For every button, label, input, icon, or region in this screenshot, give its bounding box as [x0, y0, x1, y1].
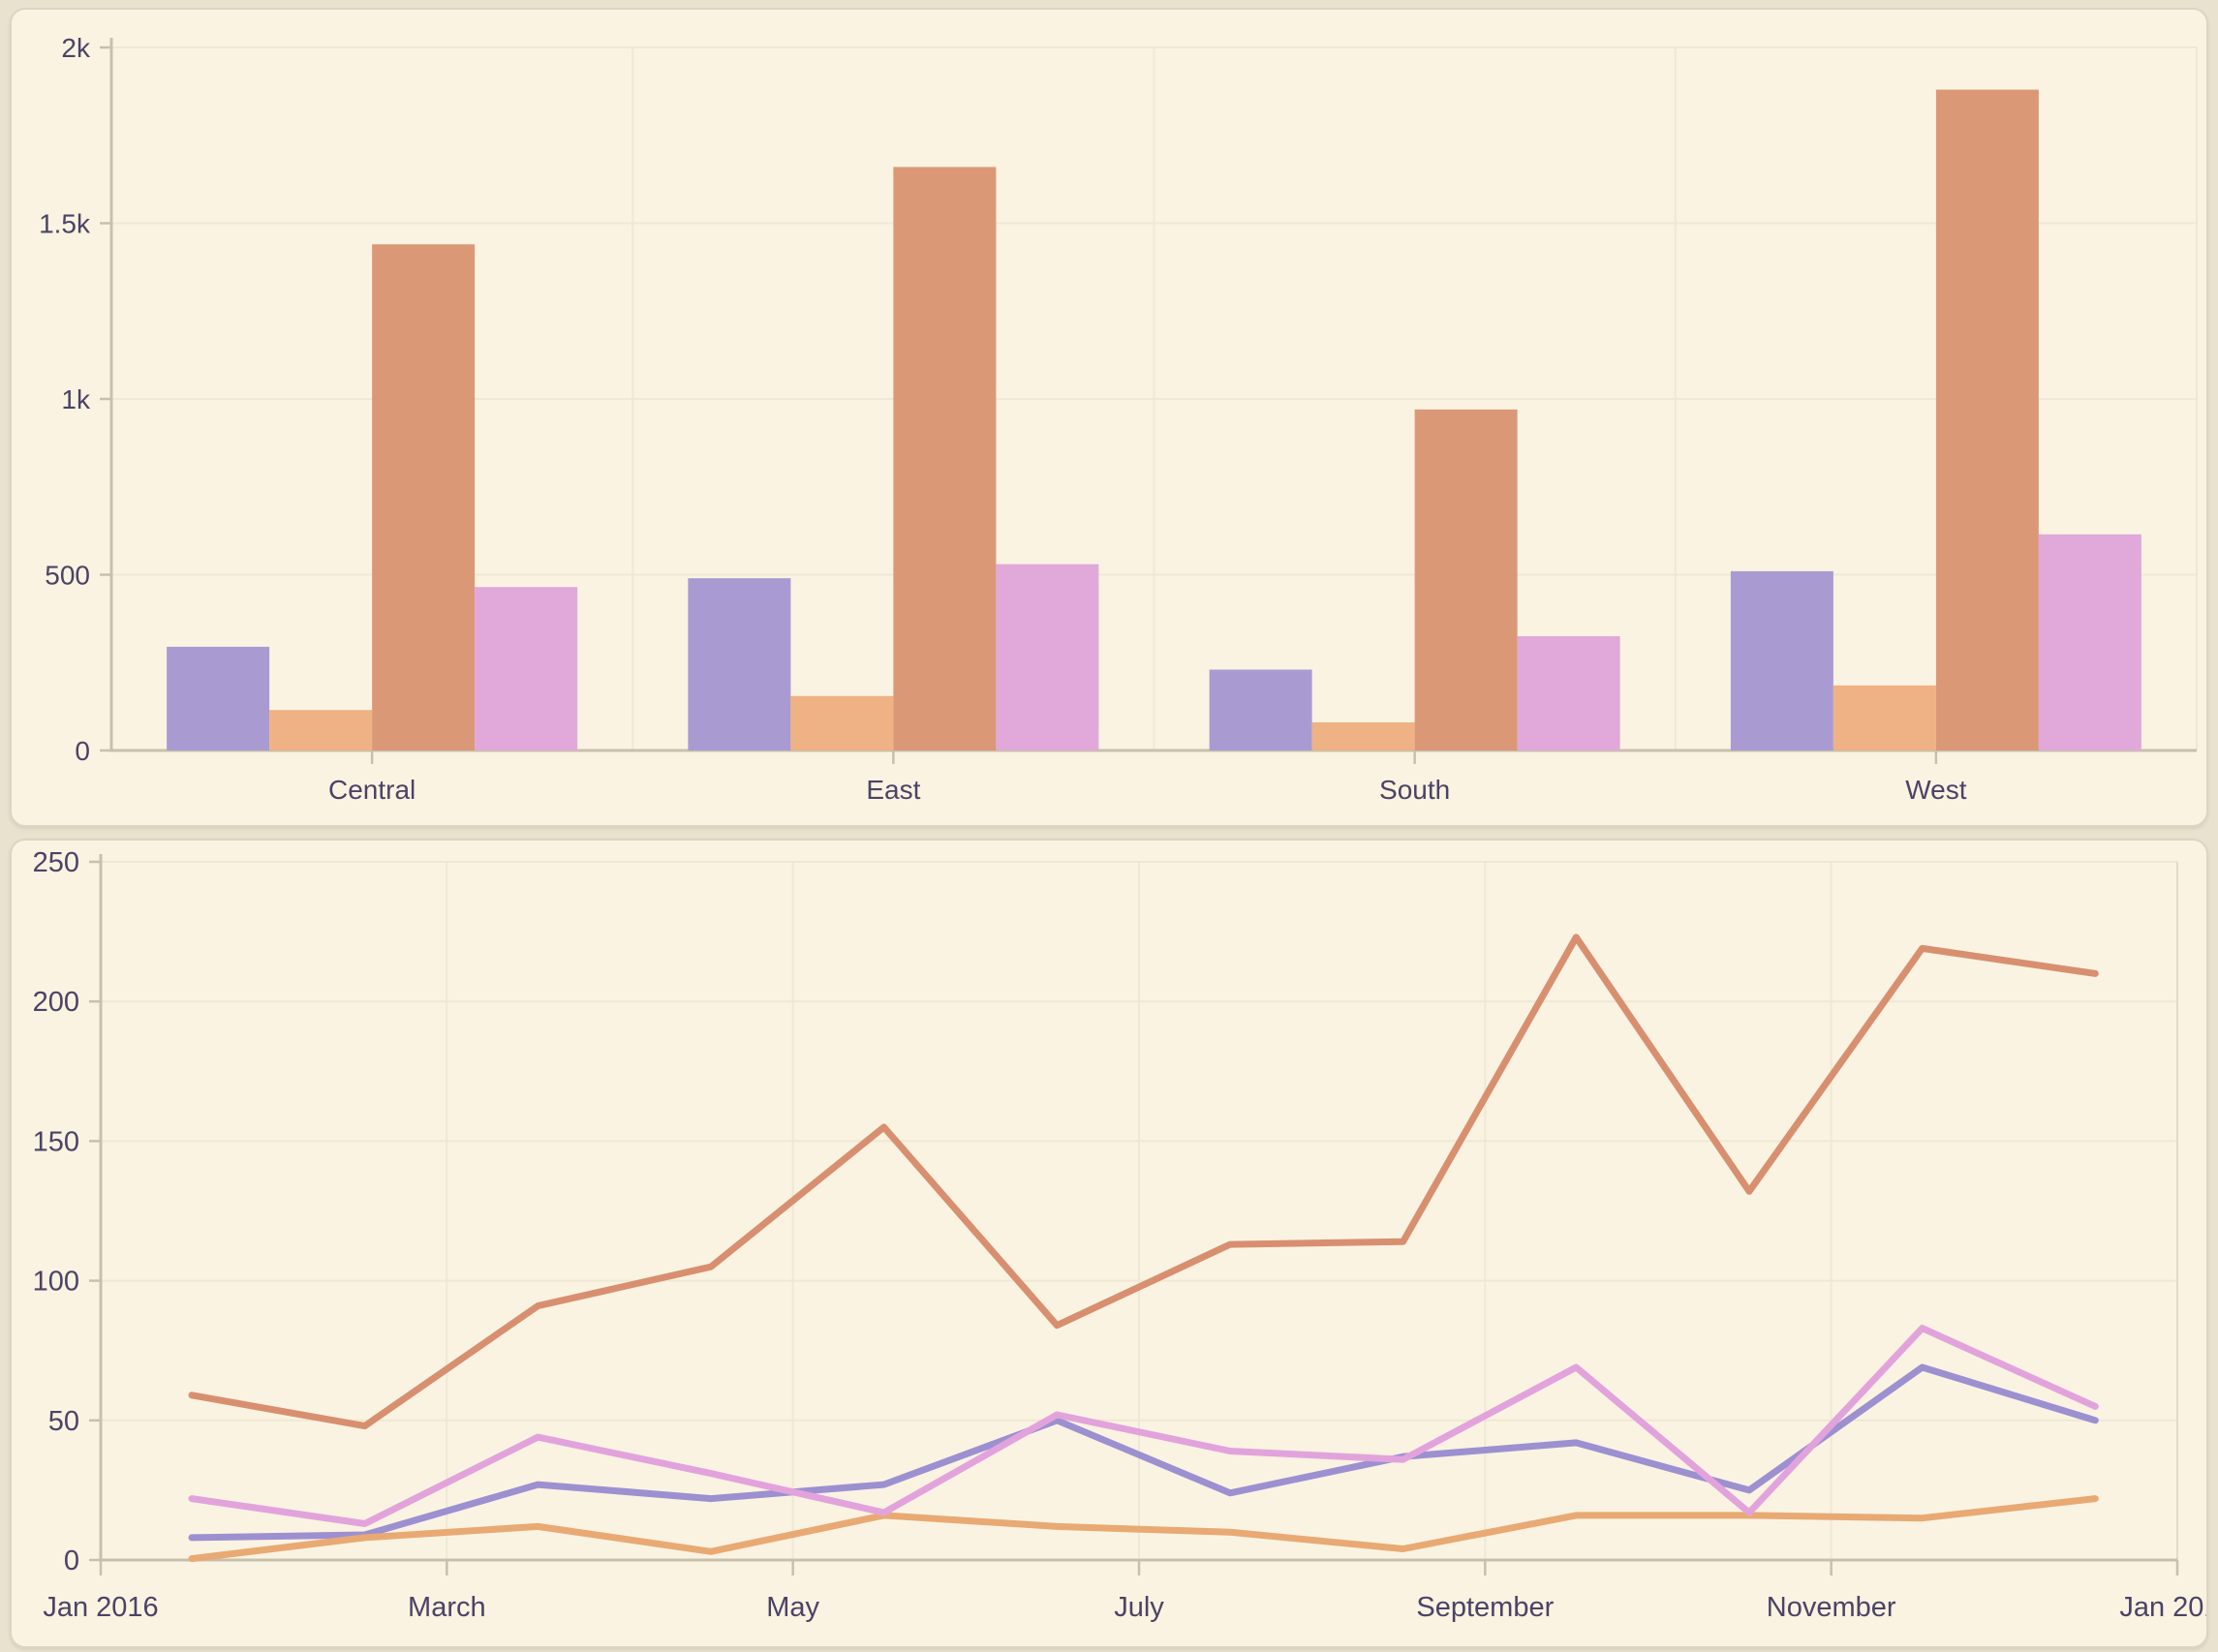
- bar-south-pink[interactable]: [1517, 636, 1620, 750]
- line-pink[interactable]: [188, 1325, 2099, 1527]
- y-tick-label: 250: [33, 847, 79, 878]
- x-tick-label-november: November: [1767, 1592, 1896, 1623]
- category-label-west: West: [1905, 775, 1966, 805]
- x-tick-label-september: September: [1416, 1592, 1554, 1623]
- x-tick-label-may: May: [766, 1592, 819, 1623]
- bar-central-pink[interactable]: [475, 587, 578, 750]
- bar-central-orange[interactable]: [269, 710, 373, 750]
- bar-west-pink[interactable]: [2038, 534, 2141, 750]
- x-tick-label-jan-2016: Jan 2016: [43, 1592, 158, 1623]
- category-label-east: East: [866, 775, 920, 805]
- line-salmon[interactable]: [188, 933, 2099, 1430]
- line-chart-card: 0 50 100 150 200 250 Jan 2016 March May July Septe…: [10, 839, 2208, 1648]
- bar-west-orange[interactable]: [1833, 685, 1936, 750]
- category-label-south: South: [1379, 775, 1450, 805]
- bar-south-salmon[interactable]: [1414, 409, 1518, 750]
- bar-east-purple[interactable]: [688, 578, 791, 750]
- line-orange[interactable]: [188, 1495, 2099, 1563]
- bar-chart-card: 0 500 1k 1.5k 2k Central East South West: [10, 8, 2208, 827]
- bar-chart: 0 500 1k 1.5k 2k Central East South West: [39, 33, 2198, 805]
- bar-south-orange[interactable]: [1311, 721, 1415, 750]
- x-tick-label-jan-2017: Jan 2017: [2119, 1592, 2206, 1623]
- y-tick-label: 2k: [61, 33, 91, 63]
- bar-west-purple[interactable]: [1730, 570, 1833, 750]
- category-label-central: Central: [328, 775, 416, 805]
- y-tick-label: 150: [33, 1126, 79, 1157]
- y-tick-label: 0: [64, 1545, 79, 1576]
- y-tick-label: 500: [45, 561, 90, 591]
- bar-south-purple[interactable]: [1209, 669, 1312, 750]
- bar-east-orange[interactable]: [790, 695, 894, 750]
- y-tick-label: 1k: [61, 384, 91, 414]
- bar-central-purple[interactable]: [167, 646, 270, 750]
- x-tick-label-july: July: [1114, 1592, 1164, 1623]
- y-tick-label: 1.5k: [39, 209, 91, 239]
- line-chart: 0 50 100 150 200 250 Jan 2016 March May July Septe…: [33, 847, 2206, 1623]
- y-tick-label: 0: [75, 736, 90, 766]
- x-tick-label-march: March: [408, 1592, 486, 1623]
- y-tick-label: 50: [48, 1406, 79, 1437]
- bar-west-salmon[interactable]: [1935, 89, 2039, 750]
- bar-central-salmon[interactable]: [372, 244, 476, 750]
- y-tick-label: 200: [33, 987, 79, 1018]
- line-purple[interactable]: [188, 1363, 2099, 1542]
- bar-east-salmon[interactable]: [893, 167, 997, 751]
- y-tick-label: 100: [33, 1267, 79, 1298]
- bar-east-pink[interactable]: [996, 564, 1099, 750]
